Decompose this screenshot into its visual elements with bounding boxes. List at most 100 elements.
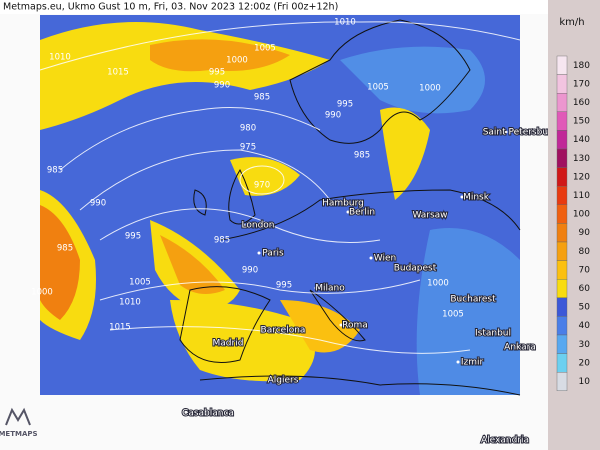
- isobar-label: 995: [125, 232, 141, 242]
- isobar-label: 1000: [427, 279, 449, 289]
- gust-area: [280, 300, 360, 353]
- legend-label: 120: [573, 172, 590, 182]
- legend-label: 140: [573, 135, 590, 145]
- isobar-label: 1005: [129, 278, 151, 288]
- isobar-label: 980: [240, 124, 256, 134]
- legend-swatch: [556, 148, 568, 168]
- city-label: Hamburg: [322, 199, 364, 209]
- isobar-label: 970: [254, 181, 270, 191]
- isobar-label: 990: [90, 199, 106, 209]
- legend-swatch: [556, 130, 568, 150]
- city-dot: [327, 201, 331, 205]
- city-dot: [314, 286, 318, 290]
- legend-swatch: [556, 111, 568, 131]
- legend-label: 70: [579, 265, 591, 275]
- isobar-label: 1010: [119, 298, 141, 308]
- legend-label: 170: [573, 79, 590, 89]
- legend-swatch: [556, 185, 568, 205]
- city-dot: [257, 251, 261, 255]
- title-bar: [0, 0, 548, 14]
- isobar-label: 1000: [226, 56, 248, 66]
- calm-area: [416, 228, 520, 395]
- isobar-label: 985: [254, 93, 270, 103]
- city-label: Milano: [315, 284, 345, 294]
- legend-swatch: [556, 297, 568, 317]
- isobar-label: 1000: [31, 288, 53, 298]
- legend-label: 110: [573, 191, 590, 201]
- coastline: [219, 189, 521, 241]
- city-dot: [504, 345, 508, 349]
- isobar-label: 1010: [49, 53, 71, 63]
- isobar-label: 990: [242, 266, 258, 276]
- city-dot: [192, 411, 196, 415]
- isobar-label: 1010: [334, 18, 356, 28]
- city-label: Saint Petersburg: [483, 128, 558, 138]
- coastline: [289, 19, 471, 144]
- coastline: [193, 189, 207, 216]
- city-label: Algiers: [268, 376, 299, 386]
- isobar: [39, 21, 521, 71]
- legend-swatch: [556, 92, 568, 112]
- gust-area: [170, 300, 315, 382]
- isobar-label: 1015: [109, 323, 131, 333]
- gust-areas: [40, 22, 520, 395]
- legend-panel: [548, 0, 600, 450]
- gust-area: [230, 157, 300, 196]
- city-dot: [489, 438, 493, 442]
- isobar: [79, 149, 331, 211]
- city-label: Ankara: [504, 343, 536, 353]
- legend-swatch: [556, 334, 568, 354]
- gust-area: [380, 107, 430, 200]
- city-label: Berlin: [349, 208, 375, 218]
- isobar-label: 1005: [254, 44, 276, 54]
- legend-label: 40: [579, 321, 591, 331]
- legend-swatch: [556, 223, 568, 243]
- legend: 180 170 160 150 140 130 120 110 100 90 80 70 60 50 40 3…: [556, 55, 591, 392]
- city-label: Wien: [374, 254, 396, 264]
- city-label: Barcelona: [261, 326, 306, 336]
- city-label: Casablanca: [182, 409, 234, 419]
- city-dot: [267, 378, 271, 382]
- city-dot: [212, 341, 216, 345]
- city-dot: [369, 256, 373, 260]
- isobar-label: 1005: [367, 83, 389, 93]
- legend-swatch: [556, 167, 568, 187]
- logo-mark: [5, 407, 31, 426]
- legend-label: 80: [579, 247, 591, 257]
- city-dot: [399, 266, 403, 270]
- legend-swatch: [556, 241, 568, 261]
- city-dot: [477, 331, 481, 335]
- logo-text: METMAPS: [0, 430, 38, 438]
- isobar-label: 985: [57, 244, 73, 254]
- legend-swatch: [556, 372, 568, 392]
- city-dot: [456, 360, 460, 364]
- isobar-label: 1015: [107, 68, 129, 78]
- legend-label: 130: [573, 154, 590, 164]
- city-label: Bucharest: [450, 295, 496, 305]
- isobar: [59, 107, 321, 171]
- city-dot: [504, 130, 508, 134]
- city-label: Warsaw: [412, 211, 447, 221]
- city-dot: [267, 328, 271, 332]
- legend-swatch: [556, 316, 568, 336]
- city-label: Budapest: [394, 264, 437, 274]
- isobar-labels: 1010 1005 1000 995 990 985 980 975 970 1010 1015 98…: [31, 18, 464, 333]
- isobar-label: 995: [276, 281, 292, 291]
- isobar: [109, 326, 471, 354]
- city-label: Minsk: [463, 193, 490, 203]
- legend-label: 60: [579, 284, 591, 294]
- isobar-label: 990: [214, 81, 230, 91]
- legend-label: 10: [579, 377, 591, 387]
- logo: METMAPS: [0, 407, 38, 438]
- legend-swatch: [556, 260, 568, 280]
- isobar: [239, 165, 285, 195]
- legend-label: 20: [579, 358, 591, 368]
- isobar-label: 985: [214, 236, 230, 246]
- isobar-label: 975: [240, 143, 256, 153]
- city-label: Izmir: [461, 358, 484, 368]
- city-dot: [346, 210, 350, 214]
- city-label: Istanbul: [475, 329, 511, 339]
- city-label: Roma: [342, 321, 368, 331]
- legend-label: 150: [573, 117, 590, 127]
